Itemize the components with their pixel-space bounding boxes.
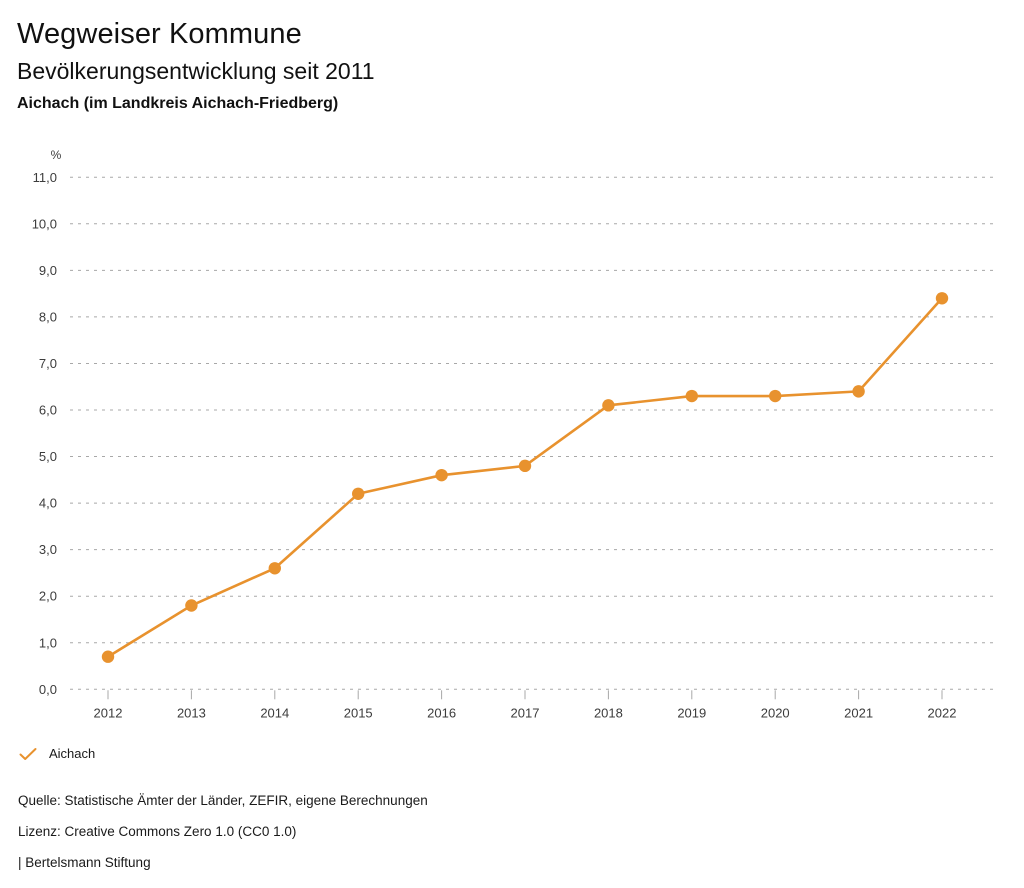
data-point[interactable] [935, 292, 949, 305]
y-axis-tick-label: 3,0 [39, 542, 57, 557]
data-point[interactable] [185, 599, 198, 612]
x-axis-tick-label: 2018 [594, 705, 623, 720]
page-title: Wegweiser Kommune [17, 18, 302, 50]
x-axis-ticks [107, 690, 943, 700]
x-axis-tick-label: 2013 [177, 705, 206, 720]
x-axis-tick-labels: 2012 2013 2014 2015 2016 2017 2018 2019 2020 2021… [94, 705, 957, 720]
publisher-line: | Bertelsmann Stiftung [18, 855, 151, 870]
series-polyline [106, 296, 944, 659]
data-point[interactable] [769, 389, 782, 403]
legend-item-label: Aichach [49, 746, 96, 761]
y-axis-unit-label: % [51, 148, 62, 162]
chart-canvas: % 0,0 1,0 2,0 3,0 4,0 5,0 6,0 7,0 8,0 9,0 10,0 11,0… [32, 148, 993, 720]
series-points [101, 292, 949, 663]
y-axis-tick-label: 6,0 [39, 403, 57, 418]
x-axis-tick-label: 2015 [344, 705, 373, 720]
series-line [106, 296, 944, 659]
gridlines [70, 176, 993, 690]
y-axis-tick-label: 5,0 [39, 449, 57, 464]
check-icon [19, 748, 37, 760]
x-axis-tick-label: 2016 [427, 705, 456, 720]
y-axis-tick-label: 11,0 [33, 170, 57, 185]
x-axis-tick-label: 2012 [94, 705, 123, 720]
chart-footer: Quelle: Statistische Ämter der Länder, Z… [18, 785, 998, 878]
y-axis-tick-label: 9,0 [39, 263, 57, 278]
y-axis-tick-label: 0,0 [39, 682, 57, 697]
data-point[interactable] [352, 487, 365, 500]
y-axis-tick-label: 7,0 [39, 356, 57, 371]
x-axis-tick-label: 2017 [511, 705, 540, 720]
x-axis-tick-label: 2014 [260, 705, 289, 720]
region-label: Aichach (im Landkreis Aichach-Friedberg) [17, 95, 339, 112]
data-point[interactable] [435, 468, 448, 482]
x-axis-tick-label: 2022 [928, 705, 957, 720]
source-line: Quelle: Statistische Ämter der Länder, Z… [18, 793, 428, 808]
line-chart: % 0,0 1,0 2,0 3,0 4,0 5,0 6,0 7,0 8,0 9,0 10,0 11,0… [32, 148, 993, 720]
data-point[interactable] [852, 385, 865, 398]
page-subtitle: Bevölkerungsentwicklung seit 2011 [17, 58, 375, 84]
data-point[interactable] [602, 399, 615, 412]
legend[interactable]: Aichach [19, 744, 95, 764]
x-axis-tick-label: 2019 [677, 705, 706, 720]
y-axis-tick-label: 2,0 [39, 589, 57, 604]
data-point[interactable] [518, 459, 532, 473]
chart-header: Wegweiser Kommune Bevölkerungsentwicklun… [17, 16, 1007, 115]
y-axis-tick-label: 1,0 [39, 635, 57, 650]
data-point[interactable] [268, 562, 281, 575]
y-axis-tick-label: 10,0 [32, 216, 57, 231]
x-axis-tick-label: 2020 [761, 705, 790, 720]
license-line: Lizenz: Creative Commons Zero 1.0 (CC0 1… [18, 824, 297, 839]
y-axis-tick-labels: 0,0 1,0 2,0 3,0 4,0 5,0 6,0 7,0 8,0 9,0 10,0 11,0 [32, 170, 57, 697]
data-point[interactable] [101, 650, 115, 663]
x-axis-tick-label: 2021 [844, 705, 873, 720]
y-axis-tick-label: 8,0 [39, 309, 57, 324]
y-axis-tick-label: 4,0 [39, 496, 57, 511]
data-point[interactable] [685, 389, 698, 403]
